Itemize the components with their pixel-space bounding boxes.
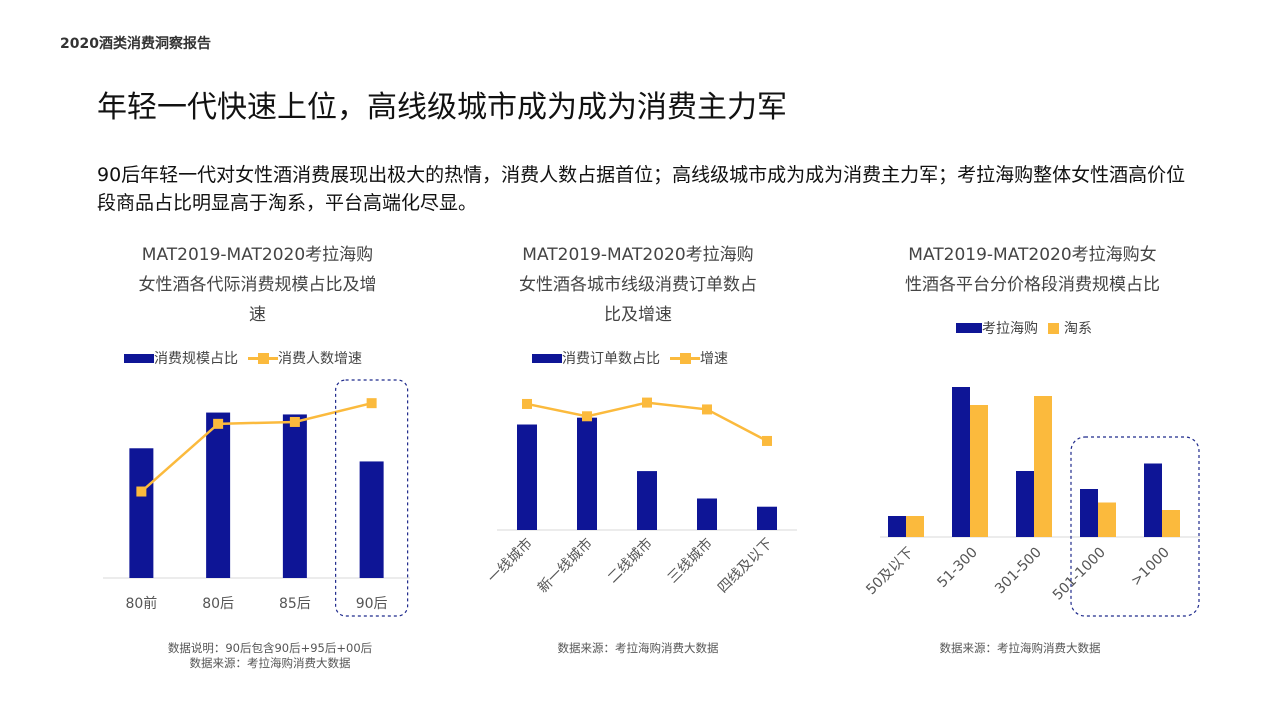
line-point xyxy=(762,435,772,446)
chart1-title-line: MAT2019-MAT2020考拉海购 xyxy=(141,245,374,265)
bar xyxy=(1016,471,1034,537)
data-note: 数据说明：90后包含90后+95后+00后 xyxy=(167,641,373,655)
bar xyxy=(129,448,154,578)
x-tick-label: 51-300 xyxy=(934,545,980,591)
bar xyxy=(1034,396,1052,537)
x-tick-label: 四线及以下 xyxy=(715,536,776,597)
bar xyxy=(282,414,307,578)
legend-item: 消费订单数占比 xyxy=(532,348,660,368)
chart1-title-line: 速 xyxy=(249,305,266,325)
legend-label: 消费人数增速 xyxy=(278,351,362,367)
chart1-legend: 消费规模占比 消费人数增速 xyxy=(124,348,372,368)
line-point xyxy=(702,404,712,415)
data-source: 数据来源：考拉海购消费大数据 xyxy=(557,641,719,655)
x-tick-label: 二线城市 xyxy=(604,535,656,587)
legend-label: 增速 xyxy=(700,351,728,367)
line-point xyxy=(582,411,592,422)
line-point xyxy=(213,418,224,429)
legend-square-swatch xyxy=(1048,322,1059,334)
bar xyxy=(697,498,717,530)
summary-text: 90后年轻一代对女性酒消费展现出极大的热情，消费人数占据首位；高线级城市成为成为… xyxy=(97,164,1186,214)
chart2-title-line: 比及增速 xyxy=(604,305,672,325)
bar xyxy=(1144,463,1162,537)
x-tick-label: 一线城市 xyxy=(484,535,536,587)
chart2-title-line: 女性酒各城市线级消费订单数占 xyxy=(519,275,757,295)
chart1-title: MAT2019-MAT2020考拉海购 女性酒各代际消费规模占比及增 速 xyxy=(105,240,410,330)
highlight-box xyxy=(335,379,409,617)
chart3-legend: 考拉海购 淘系 xyxy=(956,318,1102,338)
chart1-notes: 数据说明：90后包含90后+95后+00后 数据来源：考拉海购消费大数据 xyxy=(105,641,435,671)
series-line xyxy=(526,401,768,443)
x-tick-label: >1000 xyxy=(1128,545,1173,590)
bar xyxy=(359,461,384,578)
bar xyxy=(970,405,988,537)
bar xyxy=(637,471,657,530)
series-line xyxy=(140,401,372,493)
line-point xyxy=(366,398,377,409)
legend-item: 考拉海购 xyxy=(956,318,1038,338)
chart3-title: MAT2019-MAT2020考拉海购女 性酒各平台分价格段消费规模占比 xyxy=(880,240,1185,300)
x-tick-label: 80后 xyxy=(202,596,234,612)
legend-label: 消费订单数占比 xyxy=(562,351,660,367)
chart2-legend: 消费订单数占比 增速 xyxy=(532,348,738,368)
line-point xyxy=(642,397,652,408)
legend-bar-swatch xyxy=(956,323,982,333)
chart3-title-line: 性酒各平台分价格段消费规模占比 xyxy=(905,275,1160,295)
highlight-box xyxy=(1070,436,1200,617)
bar xyxy=(577,417,597,530)
legend-line-swatch xyxy=(670,352,700,364)
bar xyxy=(1080,489,1098,537)
legend-item: 淘系 xyxy=(1048,318,1092,338)
bar xyxy=(757,506,777,530)
x-tick-label: 50及以下 xyxy=(863,545,917,599)
chart2-title: MAT2019-MAT2020考拉海购 女性酒各城市线级消费订单数占 比及增速 xyxy=(488,240,788,330)
chart1-title-line: 女性酒各代际消费规模占比及增 xyxy=(138,275,377,295)
x-tick-label: 三线城市 xyxy=(664,535,716,587)
line-point xyxy=(289,416,300,427)
bar xyxy=(206,412,231,578)
chart2-title-line: MAT2019-MAT2020考拉海购 xyxy=(522,245,754,265)
chart3-notes: 数据来源：考拉海购消费大数据 xyxy=(870,641,1170,656)
legend-line-swatch xyxy=(248,352,278,364)
data-source: 数据来源：考拉海购消费大数据 xyxy=(189,656,351,670)
bar xyxy=(906,516,924,537)
line-point xyxy=(136,486,147,497)
bar xyxy=(1098,502,1116,537)
legend-bar-swatch xyxy=(532,353,562,363)
bar xyxy=(952,387,970,537)
legend-label: 考拉海购 xyxy=(982,321,1038,337)
legend-bar-swatch xyxy=(124,353,154,363)
x-tick-label: 301-500 xyxy=(992,545,1045,598)
bar xyxy=(1162,510,1180,537)
x-tick-label: 新一线城市 xyxy=(534,535,596,597)
chart3-title-line: MAT2019-MAT2020考拉海购女 xyxy=(908,245,1157,265)
report-label: 2020酒类消费洞察报告 xyxy=(60,36,211,52)
line-point xyxy=(522,398,532,409)
x-tick-label: 80前 xyxy=(125,595,157,612)
legend-item: 消费规模占比 xyxy=(124,348,238,368)
bar xyxy=(888,516,906,537)
bar xyxy=(517,424,537,530)
chart2-notes: 数据来源：考拉海购消费大数据 xyxy=(488,641,788,656)
x-tick-label: 501-1000 xyxy=(1050,545,1109,604)
legend-item: 增速 xyxy=(670,348,728,368)
x-tick-label: 85后 xyxy=(279,596,311,612)
legend-label: 淘系 xyxy=(1064,321,1092,337)
x-tick-label: 90后 xyxy=(356,596,388,612)
page-title: 年轻一代快速上位，高线级城市成为成为消费主力军 xyxy=(97,90,787,125)
legend-item: 消费人数增速 xyxy=(248,348,362,368)
data-source: 数据来源：考拉海购消费大数据 xyxy=(939,641,1101,655)
legend-label: 消费规模占比 xyxy=(154,351,238,367)
